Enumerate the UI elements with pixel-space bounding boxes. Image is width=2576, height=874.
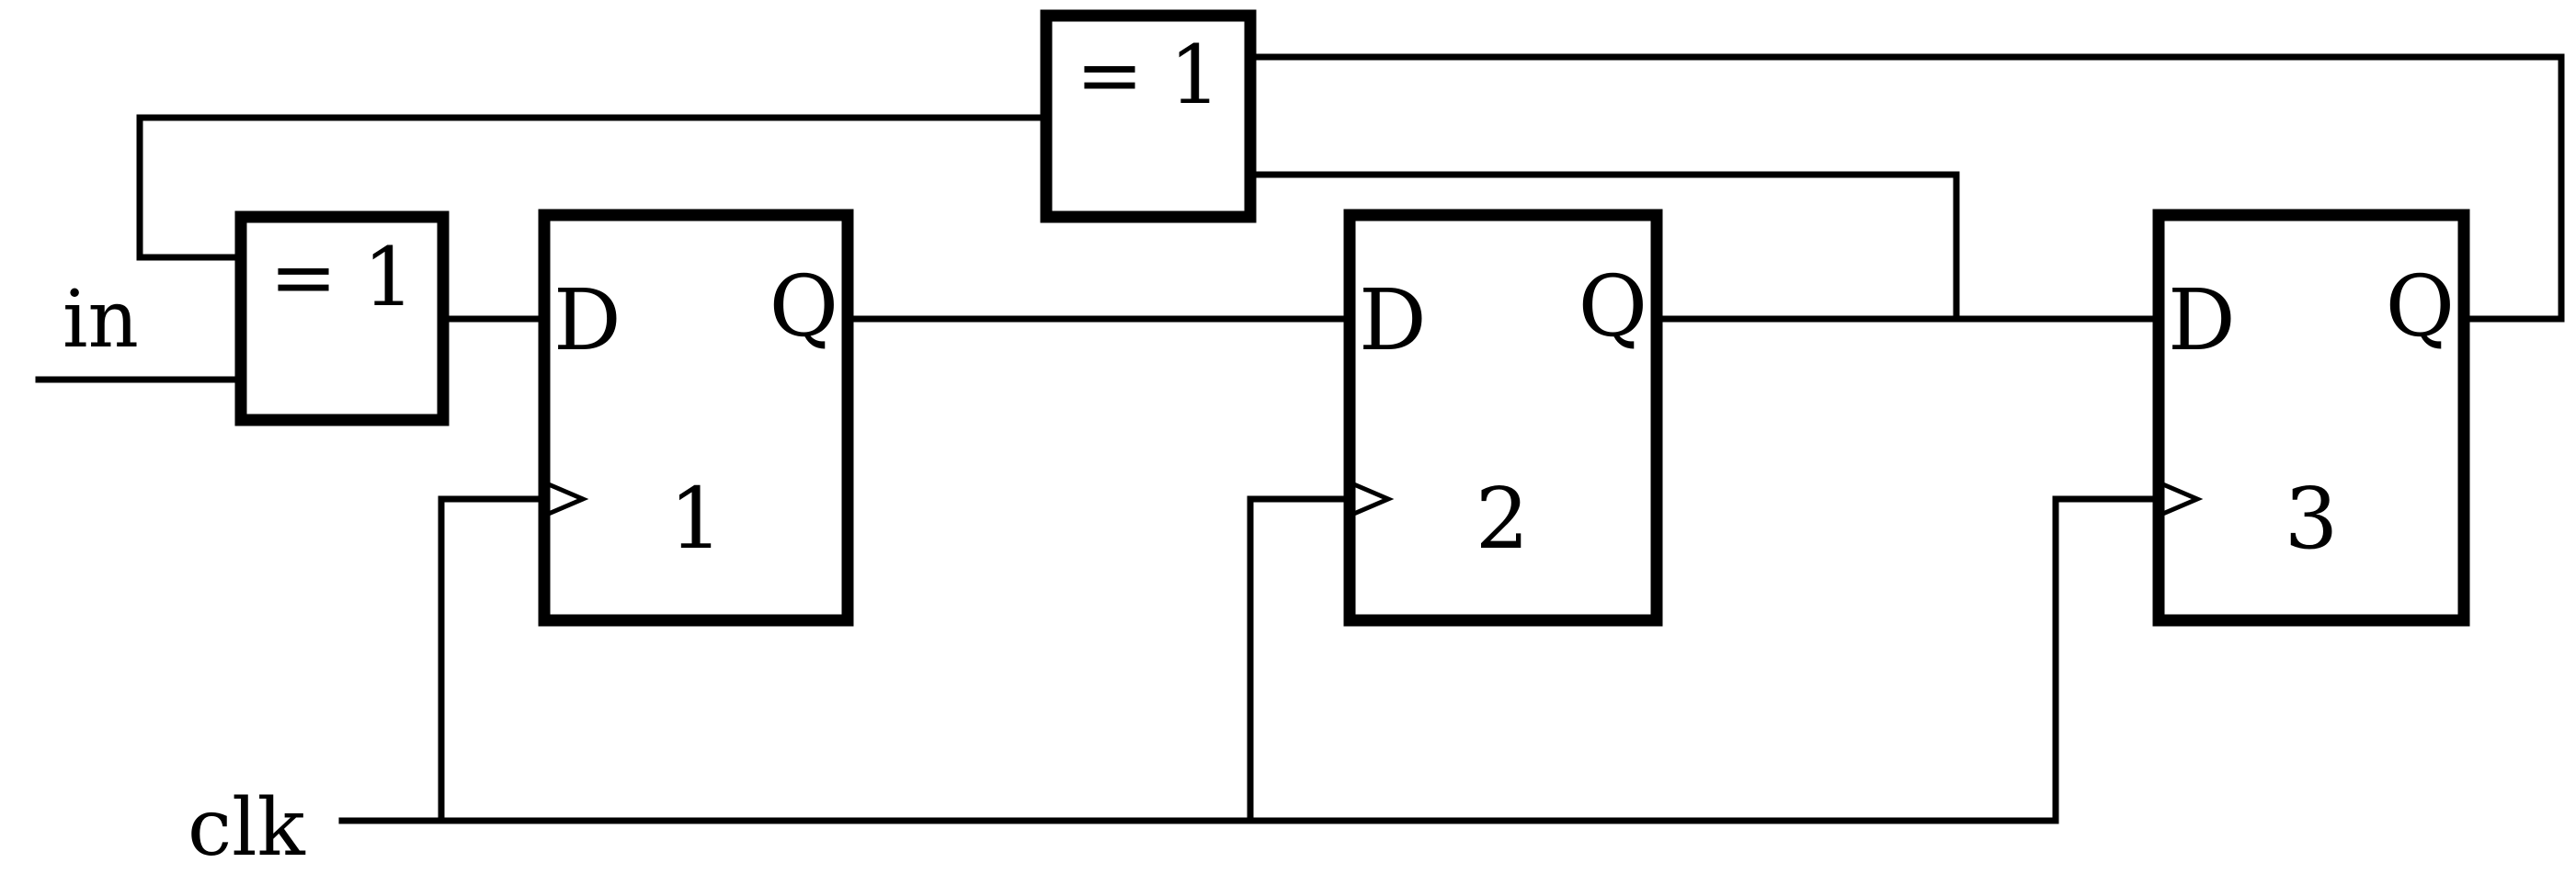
- clock-input-icon: [2158, 480, 2204, 518]
- ff1-q-label: Q: [769, 257, 838, 356]
- clock-input-icon: [1349, 480, 1395, 518]
- wire-feedback-to-xor1: [136, 114, 1050, 261]
- ff1-d-label: D: [553, 271, 621, 369]
- input-label-in: in: [63, 274, 139, 366]
- ff3-q-label: Q: [2386, 257, 2455, 356]
- ff2-q-label: Q: [1579, 257, 1647, 356]
- xor-gate-feedback-label: = 1: [1076, 28, 1221, 122]
- flipflop-3: D Q 3: [2152, 209, 2470, 627]
- wire-tap-to-xor2: [1248, 171, 1960, 323]
- wire-clk-ff1: [438, 495, 548, 824]
- wires: [35, 53, 2565, 824]
- xor-gate-input-label: = 1: [269, 230, 415, 324]
- clock-input-icon: [543, 480, 589, 518]
- ff2-number: 2: [1476, 470, 1530, 568]
- wire-clk-ff2: [1247, 495, 1353, 824]
- xor-gate-feedback: = 1: [1040, 9, 1257, 223]
- xor-gate-input: = 1: [234, 210, 450, 426]
- ff3-d-label: D: [2168, 271, 2236, 369]
- wire-clk: [338, 495, 2162, 824]
- flipflop-1: D Q 1: [538, 209, 854, 627]
- ff3-number: 3: [2285, 470, 2339, 568]
- wire-ff3-to-xor2: [1248, 53, 2565, 323]
- input-label-clk: clk: [188, 782, 306, 874]
- ff2-d-label: D: [1359, 271, 1427, 369]
- flipflop-2: D Q 2: [1343, 209, 1663, 627]
- ff1-number: 1: [669, 470, 724, 568]
